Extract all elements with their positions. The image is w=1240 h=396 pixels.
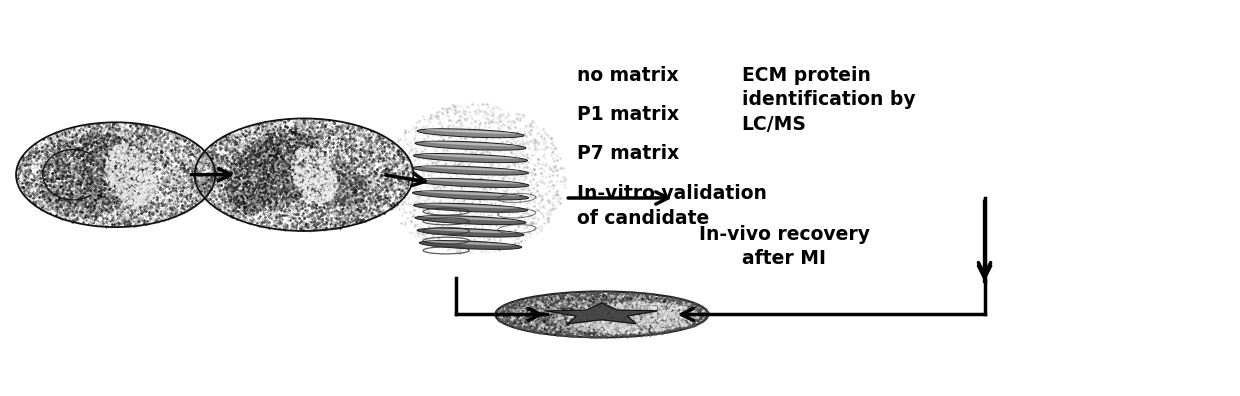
Ellipse shape <box>415 216 526 225</box>
Text: P7 matrix: P7 matrix <box>578 144 680 163</box>
Ellipse shape <box>423 141 517 147</box>
Ellipse shape <box>427 241 515 246</box>
Ellipse shape <box>422 204 520 209</box>
Text: In-vivo recovery
after MI: In-vivo recovery after MI <box>698 225 869 268</box>
Ellipse shape <box>415 141 526 150</box>
Text: no matrix: no matrix <box>578 66 680 85</box>
Polygon shape <box>547 303 657 324</box>
Ellipse shape <box>420 179 520 184</box>
Ellipse shape <box>423 216 517 221</box>
Ellipse shape <box>417 228 525 237</box>
Ellipse shape <box>422 191 520 196</box>
Text: ECM protein
identification by
LC/MS: ECM protein identification by LC/MS <box>742 66 915 133</box>
Text: In-vitro validation
of candidate: In-vitro validation of candidate <box>578 185 768 228</box>
Text: P1 matrix: P1 matrix <box>578 105 680 124</box>
Ellipse shape <box>496 291 708 337</box>
Ellipse shape <box>413 154 527 163</box>
Ellipse shape <box>419 241 522 249</box>
Ellipse shape <box>417 129 525 138</box>
Ellipse shape <box>425 228 516 233</box>
Ellipse shape <box>413 166 528 175</box>
Ellipse shape <box>425 129 516 134</box>
Ellipse shape <box>412 178 529 187</box>
Ellipse shape <box>413 203 527 212</box>
Ellipse shape <box>422 166 520 171</box>
Ellipse shape <box>422 154 520 159</box>
Ellipse shape <box>413 191 528 200</box>
